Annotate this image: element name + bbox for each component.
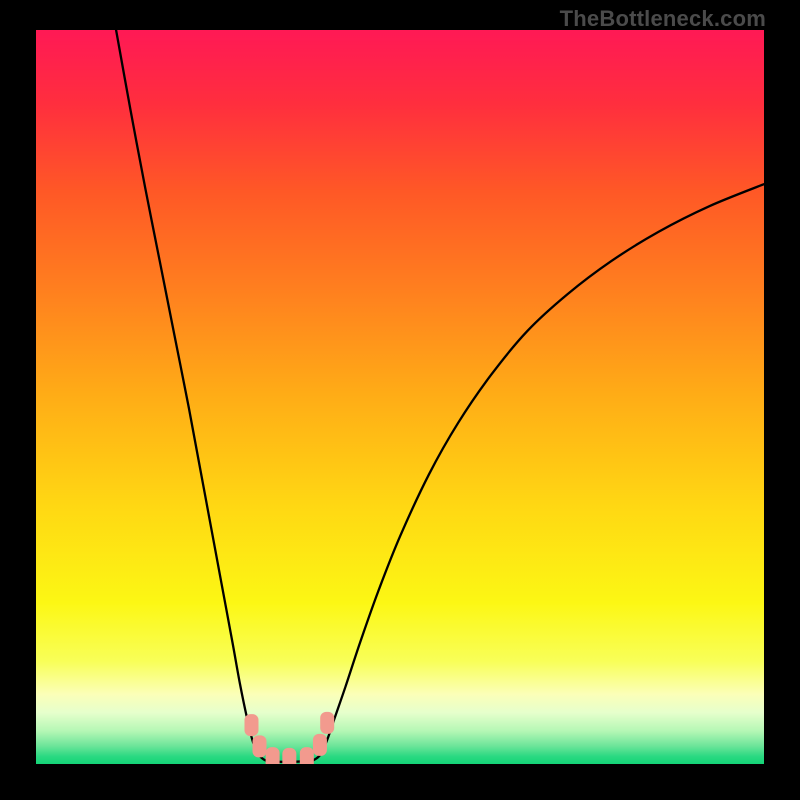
canvas-frame: TheBottleneck.com bbox=[0, 0, 800, 800]
gradient-background bbox=[36, 30, 764, 764]
marker-5 bbox=[313, 734, 327, 756]
marker-3 bbox=[282, 748, 296, 764]
marker-0 bbox=[244, 714, 258, 736]
marker-1 bbox=[253, 735, 267, 757]
marker-6 bbox=[320, 712, 334, 734]
watermark-text: TheBottleneck.com bbox=[560, 6, 766, 32]
marker-2 bbox=[266, 747, 280, 764]
marker-4 bbox=[300, 747, 314, 764]
chart-svg bbox=[36, 30, 764, 764]
plot-area bbox=[36, 30, 764, 764]
